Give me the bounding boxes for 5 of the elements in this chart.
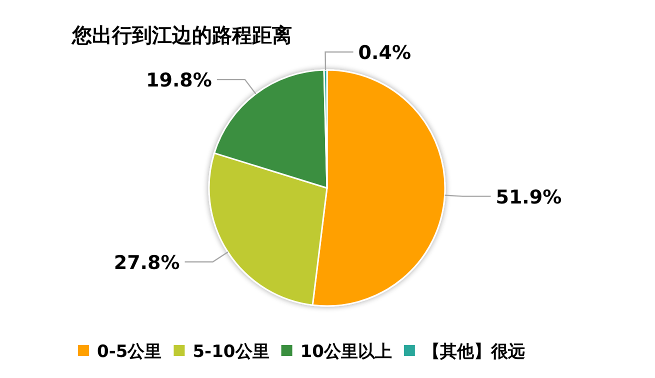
legend-label: 10公里以上 — [300, 342, 392, 362]
legend-label: 0-5公里 — [97, 342, 162, 362]
legend-label: 5-10公里 — [192, 342, 270, 362]
title: 您出行到江边的路程距离 — [72, 23, 292, 47]
legend-label: 【其他】很远 — [422, 342, 525, 362]
